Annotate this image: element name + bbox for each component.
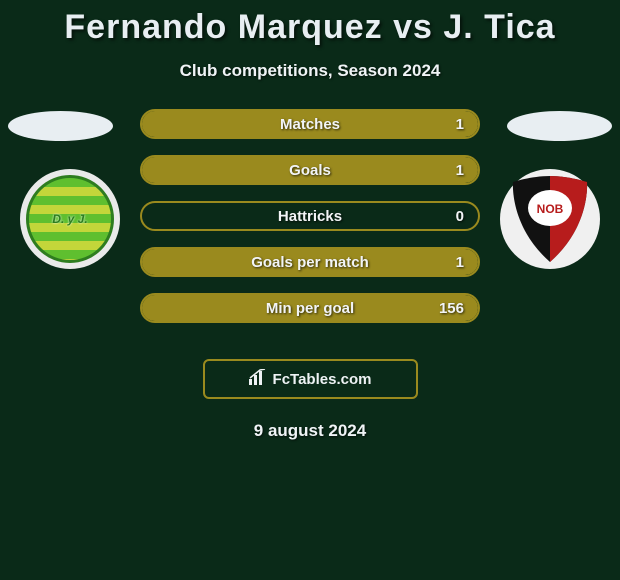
stat-label: Min per goal — [142, 300, 478, 317]
nob-shield-icon: NOB — [509, 176, 591, 262]
stat-value-right: 0 — [456, 208, 464, 225]
svg-text:NOB: NOB — [537, 202, 564, 216]
team-left-badge: D. y J. — [20, 169, 120, 269]
chart-icon — [249, 369, 267, 390]
stat-label: Matches — [142, 116, 478, 133]
stat-row: Goals per match1 — [140, 247, 480, 277]
stat-value-right: 156 — [439, 300, 464, 317]
player-right-avatar — [507, 111, 612, 141]
stats-list: Matches1Goals1Hattricks0Goals per match1… — [140, 109, 480, 323]
stat-label: Hattricks — [142, 208, 478, 225]
stat-row: Hattricks0 — [140, 201, 480, 231]
comparison-panel: D. y J. NOB Matches1Goals1Hattricks0Goal… — [0, 109, 620, 339]
team-right-badge: NOB — [500, 169, 600, 269]
stat-label: Goals per match — [142, 254, 478, 271]
stat-value-right: 1 — [456, 162, 464, 179]
subtitle: Club competitions, Season 2024 — [0, 61, 620, 81]
brand-link[interactable]: FcTables.com — [203, 359, 418, 399]
date-text: 9 august 2024 — [0, 421, 620, 441]
stat-row: Goals1 — [140, 155, 480, 185]
player-left-avatar — [8, 111, 113, 141]
brand-text: FcTables.com — [273, 371, 372, 388]
stat-value-right: 1 — [456, 116, 464, 133]
stat-row: Matches1 — [140, 109, 480, 139]
stat-value-right: 1 — [456, 254, 464, 271]
stat-label: Goals — [142, 162, 478, 179]
page-title: Fernando Marquez vs J. Tica — [0, 0, 620, 47]
stat-row: Min per goal156 — [140, 293, 480, 323]
dyj-badge-icon: D. y J. — [26, 175, 114, 263]
